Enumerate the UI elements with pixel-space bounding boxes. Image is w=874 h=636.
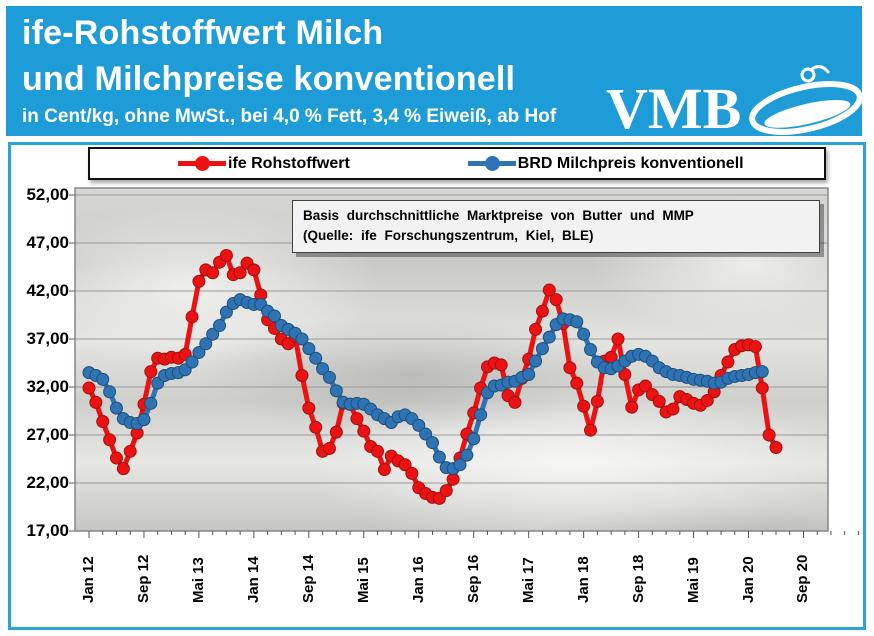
legend-item-ife-rohstoffwert: ife Rohstoffwert xyxy=(178,155,350,173)
y-axis-label: 32,00 xyxy=(26,377,69,396)
x-axis-label: Sep 20 xyxy=(794,554,812,603)
x-axis-label: Mai 19 xyxy=(684,557,702,603)
legend-label: ife Rohstoffwert xyxy=(228,154,350,172)
x-axis-label: Sep 16 xyxy=(464,554,482,603)
vmb-swirl-icon xyxy=(749,65,863,135)
annotation-line1: Basis durchschnittliche Marktpreise von … xyxy=(303,208,694,223)
x-axis-label: Jan 14 xyxy=(244,556,262,603)
y-axis-label: 52,00 xyxy=(26,185,69,204)
y-axis-label: 47,00 xyxy=(26,233,69,252)
x-axis-label: Sep 12 xyxy=(134,554,152,603)
page-subtitle: in Cent/kg, ohne MwSt., bei 4,0 % Fett, … xyxy=(22,106,557,127)
x-axis-label: Mai 17 xyxy=(519,557,537,603)
x-axis-label: Mai 15 xyxy=(354,557,372,603)
page-title-line2: und Milchpreise konventionell xyxy=(22,60,516,98)
y-axis-label: 37,00 xyxy=(26,329,69,348)
series-line-ife-rohstoffwert xyxy=(86,252,779,501)
vmb-logo-text: VMB xyxy=(606,76,742,141)
y-axis-label: 17,00 xyxy=(26,521,69,540)
header-banner: ife-Rohstoffwert Milch und Milchpreise k… xyxy=(6,6,863,141)
series-markers-ife-rohstoffwert xyxy=(82,248,783,505)
blue-line-marker-icon xyxy=(467,156,516,171)
red-line-marker-icon xyxy=(178,156,226,171)
x-axis-label: Jan 20 xyxy=(739,556,757,603)
series-markers-brd-milchpreis xyxy=(82,293,769,476)
annotation-line2: (Quelle: ife Forschungszentrum, Kiel, BL… xyxy=(303,228,594,243)
x-axis-label: Jan 12 xyxy=(80,556,97,603)
x-axis-label: Mai 13 xyxy=(189,557,207,603)
y-axis-label: 42,00 xyxy=(26,281,69,300)
x-axis-label: Sep 14 xyxy=(299,554,317,603)
series-line-brd-milchpreis xyxy=(86,297,765,472)
x-axis-label: Jan 18 xyxy=(574,556,592,603)
legend-label: BRD Milchpreis konventionell xyxy=(517,154,744,172)
y-axis-label: 22,00 xyxy=(26,473,69,492)
page-title-line1: ife-Rohstoffwert Milch xyxy=(22,14,384,52)
legend-item-brd-milchpreis: BRD Milchpreis konventionell xyxy=(467,154,744,173)
x-axis-label: Jan 16 xyxy=(409,556,427,603)
x-axis-label: Sep 18 xyxy=(629,554,647,603)
chart-legend: ife Rohstoffwert BRD Milchpreis konventi… xyxy=(88,147,826,180)
source-annotation-box: Basis durchschnittliche Marktpreise von … xyxy=(292,200,820,253)
y-axis-label: 27,00 xyxy=(26,425,69,444)
chart-frame: ife Rohstoffwert BRD Milchpreis konventi… xyxy=(8,142,866,630)
